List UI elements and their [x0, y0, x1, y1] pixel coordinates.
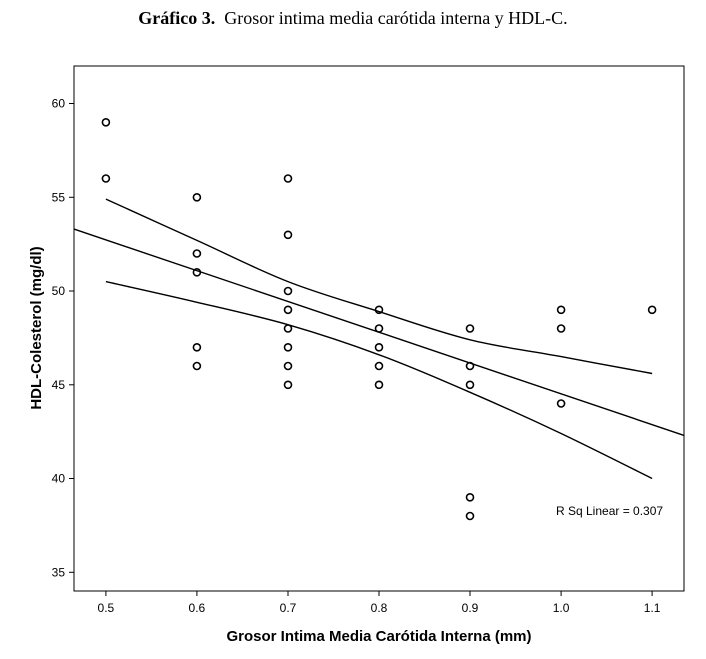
data-point [101, 174, 111, 183]
x-tick-label: 0.7 [280, 601, 297, 615]
ci-upper-line [105, 198, 653, 375]
x-tick-label: 0.8 [371, 601, 388, 615]
data-point [556, 399, 566, 408]
data-point [465, 492, 475, 502]
r-squared-annotation: R Sq Linear = 0.307 [556, 504, 663, 518]
data-point [192, 193, 202, 202]
data-point [374, 361, 384, 371]
data-point [101, 118, 111, 127]
y-tick-label: 50 [52, 284, 66, 298]
x-axis-label: Grosor Intima Media Carótida Interna (mm… [226, 628, 531, 645]
x-axis: 0.5 0.6 0.7 0.8 0.9 1.0 1.1 [98, 591, 661, 615]
plot-frame [73, 65, 685, 592]
y-axis: 35 40 45 50 55 60 [52, 97, 74, 579]
data-point [556, 324, 566, 333]
ci-upper-group [105, 198, 653, 375]
x-tick-label: 1.0 [553, 601, 570, 615]
x-tick-label: 0.6 [189, 601, 206, 615]
data-point [647, 305, 657, 315]
x-tick-label: 0.9 [462, 601, 479, 615]
data-point [283, 342, 293, 352]
data-point [192, 342, 202, 352]
y-tick-label: 35 [52, 565, 66, 579]
figure-title-prefix: Gráfico 3. [138, 8, 216, 28]
data-point [283, 174, 293, 183]
data-points [101, 118, 657, 521]
data-point [465, 324, 475, 333]
data-point [283, 230, 293, 240]
y-tick-label: 40 [52, 472, 66, 486]
data-point [283, 361, 293, 371]
data-point [283, 305, 293, 315]
data-point [192, 249, 202, 258]
y-tick-label: 45 [52, 378, 66, 392]
ci-lower-line [105, 280, 653, 480]
data-point [374, 342, 384, 352]
data-point [374, 305, 384, 315]
data-point [556, 305, 566, 315]
data-point [192, 361, 202, 371]
ci-lower-group [105, 280, 653, 480]
data-point [283, 286, 293, 296]
y-tick-label: 55 [52, 190, 66, 204]
data-point [465, 511, 475, 521]
x-tick-label: 1.1 [644, 601, 661, 615]
data-point [283, 324, 293, 333]
data-point [192, 267, 202, 277]
y-tick-label: 60 [52, 97, 66, 111]
x-tick-label: 0.5 [98, 601, 115, 615]
y-axis-label: HDL-Colesterol (mg/dl) [28, 246, 45, 409]
figure-title: Gráfico 3. Grosor intima media carótida … [0, 8, 706, 29]
data-point [283, 380, 293, 390]
figure-title-text: Grosor intima media carótida interna y H… [224, 8, 568, 28]
data-point [374, 324, 384, 333]
data-point [465, 380, 475, 390]
data-point [374, 380, 384, 390]
data-point [465, 361, 475, 371]
